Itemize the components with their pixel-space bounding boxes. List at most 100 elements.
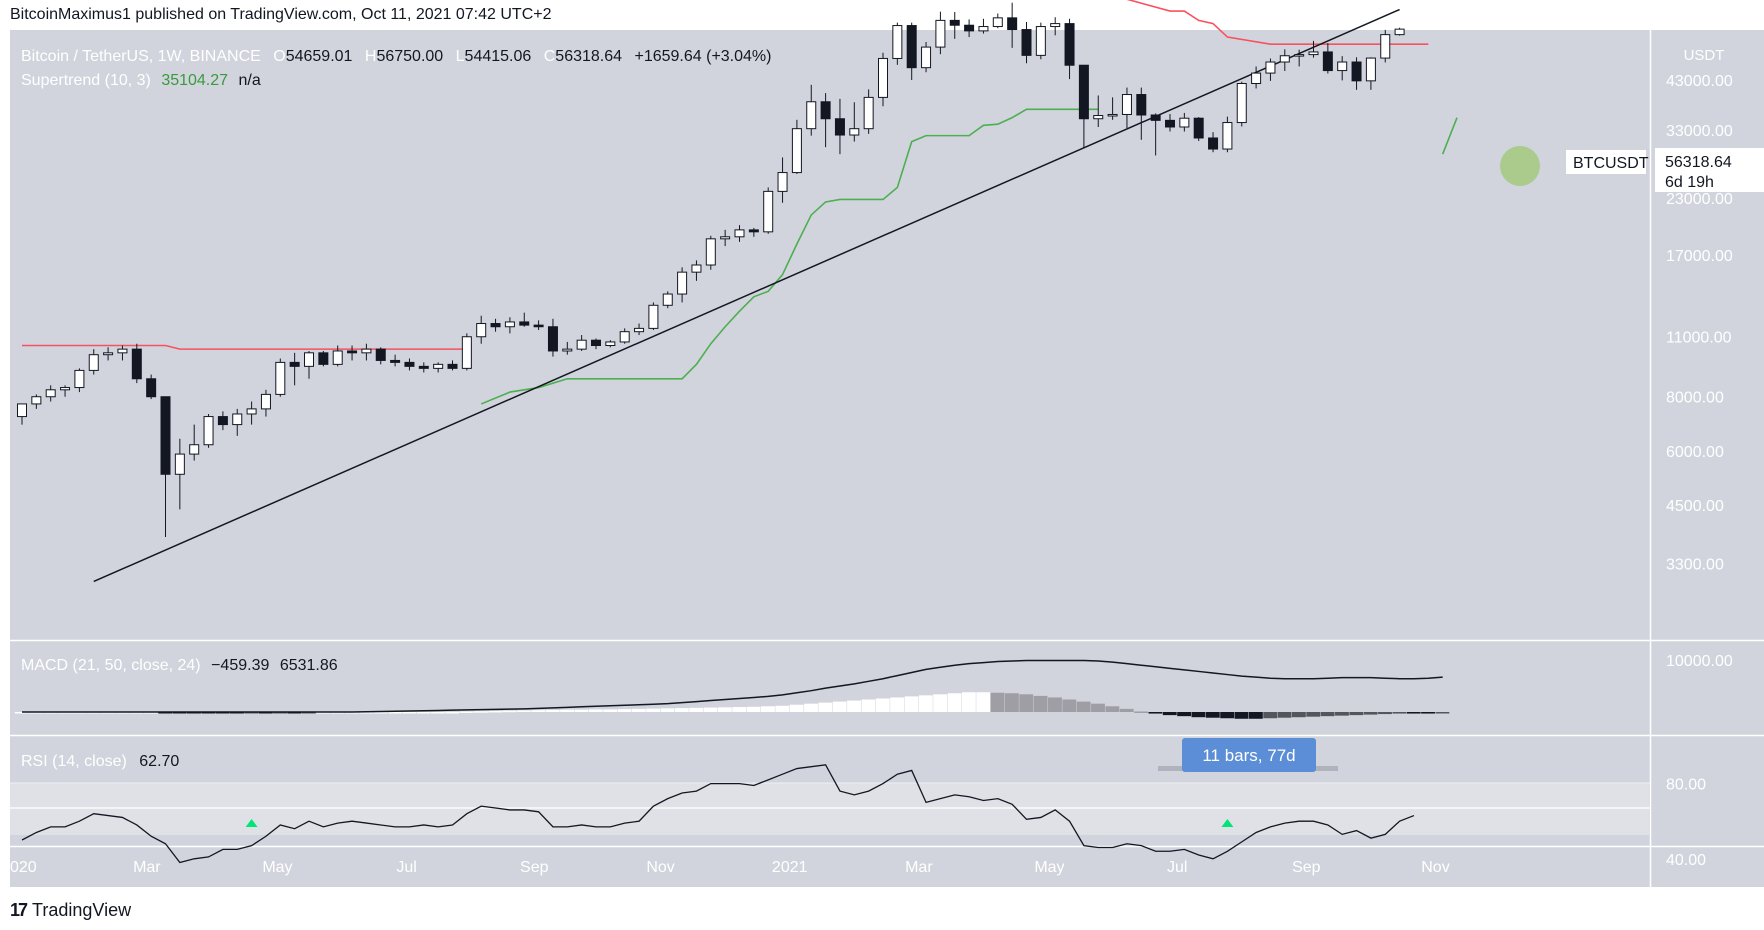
candle-body (289, 361, 300, 367)
macd-histogram-bar (976, 692, 991, 712)
candle-body (662, 293, 673, 306)
candle (217, 411, 228, 431)
candle-body (404, 361, 415, 367)
macd-histogram-bar (502, 710, 517, 713)
candle (1078, 64, 1089, 148)
candle (992, 13, 1003, 29)
macd-histogram-bar (459, 711, 474, 713)
macd-histogram-bar (1076, 701, 1091, 712)
ascending-trendline[interactable] (93, 8, 1400, 583)
legend-supertrend-na: n/a (239, 72, 261, 89)
macd-histogram-bar (488, 710, 503, 713)
legend-change: +1659.64 (+3.04%) (634, 48, 771, 65)
candle (964, 19, 975, 38)
legend-macd-label: MACD (21, 50, close, 24) (21, 657, 201, 674)
candle-body (1021, 29, 1032, 56)
candle (691, 260, 702, 281)
candle-body (1150, 114, 1161, 121)
candle (1035, 22, 1046, 60)
candle (591, 338, 601, 350)
candle-body (1380, 34, 1391, 59)
candle-body (504, 321, 515, 328)
candle-body (1351, 61, 1362, 82)
macd-histogram-bar (1392, 712, 1407, 714)
price-tick-label: 33000.00 (1666, 123, 1733, 140)
macd-histogram-bar (1234, 712, 1249, 719)
candle-body (1208, 137, 1219, 150)
macd-histogram-bar (1263, 712, 1278, 719)
price-tick-label: 60000.00 (1666, 10, 1733, 27)
candle (418, 362, 429, 373)
candle (562, 341, 573, 355)
tradingview-logo[interactable]: 17 TradingView (10, 900, 131, 921)
candle-body (1193, 117, 1204, 139)
macd-histogram-bar (961, 692, 976, 712)
candle (576, 335, 587, 351)
candle (1351, 57, 1362, 90)
candle-body (131, 348, 142, 380)
candle-body (1322, 51, 1333, 72)
candle (160, 396, 171, 537)
candle (1007, 2, 1018, 48)
candle-body (878, 57, 888, 98)
legend-macd-row: MACD (21, 50, close, 24) −459.39 6531.86 (21, 657, 338, 674)
candle (1165, 113, 1175, 132)
macd-histogram-bar (617, 709, 632, 712)
candle-body (490, 323, 501, 328)
candle-body (461, 336, 472, 369)
candle (1380, 29, 1391, 63)
rsi-buy-signal (245, 819, 258, 827)
time-axis[interactable] (10, 847, 1764, 887)
candle (103, 347, 114, 361)
rsi-tick-label: 40.00 (1666, 852, 1706, 869)
measure-tooltip: 11 bars, 77d (1202, 746, 1295, 765)
macd-histogram-bar (1363, 712, 1378, 715)
candle-body (906, 25, 917, 69)
candle-body (246, 408, 257, 415)
candle-body (892, 25, 903, 59)
macd-histogram-bar (1220, 712, 1235, 719)
macd-histogram-bar (545, 709, 560, 712)
legend-open-value: 54659.01 (286, 48, 353, 65)
supertrend-down-line (1126, 0, 1429, 45)
macd-histogram-bar (1291, 712, 1306, 718)
macd-histogram-bar (1205, 712, 1220, 718)
candle (720, 229, 731, 247)
candle-body (74, 369, 85, 389)
macd-histogram-bar (1004, 693, 1019, 712)
macd-line (22, 659, 1443, 713)
candle (74, 368, 85, 393)
price-tag-countdown: 6d 19h (1665, 174, 1714, 191)
candle-body (217, 416, 228, 426)
macd-histogram-bar (904, 696, 919, 712)
price-pane[interactable] (10, 30, 1650, 640)
macd-histogram-bar (789, 704, 804, 712)
measure-tooltip-box (1182, 738, 1316, 772)
candle-body (734, 229, 745, 238)
candle-body (591, 339, 601, 347)
time-tick-label: Mar (133, 859, 161, 876)
candle (547, 318, 558, 357)
candle (1294, 49, 1305, 67)
macd-histogram-bar (847, 700, 861, 712)
candle (332, 345, 343, 367)
time-tick-label: 2021 (772, 859, 808, 876)
candle (447, 360, 458, 371)
candle (433, 362, 444, 373)
macd-histogram-bar (445, 712, 460, 714)
candle-body (533, 324, 544, 328)
candle (476, 315, 487, 344)
candle-body (619, 331, 630, 343)
macd-histogram-bar (359, 712, 374, 714)
macd-histogram-bar (1306, 712, 1321, 717)
macd-histogram-bar (560, 709, 574, 712)
candle (375, 347, 386, 365)
legend-close-value: 56318.64 (555, 48, 622, 65)
candle-body (1121, 94, 1132, 115)
macd-histogram-bar (861, 699, 876, 712)
candle-body (863, 96, 874, 130)
macd-histogram-bar (1048, 697, 1062, 712)
macd-histogram-bar (574, 709, 589, 712)
time-tick-label: 020 (10, 859, 37, 876)
